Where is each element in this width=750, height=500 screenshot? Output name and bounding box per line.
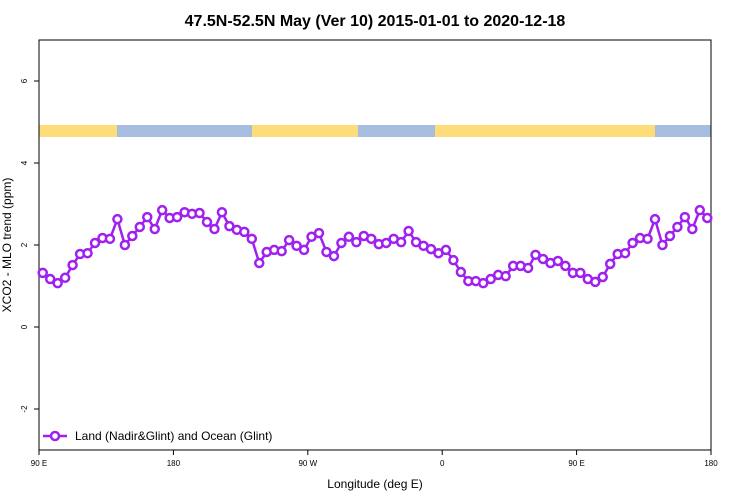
data-point [254, 257, 265, 269]
ocean-segment [117, 125, 252, 137]
land-segment [252, 125, 358, 137]
data-point [455, 266, 467, 278]
data-point [149, 223, 160, 235]
data-point [328, 250, 340, 262]
data-point [351, 236, 362, 248]
data-point [52, 277, 63, 289]
data-point [448, 254, 459, 266]
x-tick-label: 0 [440, 459, 445, 468]
data-point [530, 249, 541, 261]
x-tick-label: 90 E [31, 459, 47, 468]
data-point [560, 260, 571, 272]
data-point [425, 243, 437, 255]
data-point [694, 204, 706, 216]
data-point [321, 246, 332, 258]
x-tick-label: 180 [704, 459, 718, 468]
data-point [216, 206, 228, 218]
data-point [194, 207, 205, 219]
data-point [590, 276, 601, 288]
data-point [313, 227, 325, 239]
data-point [112, 213, 123, 225]
data-point [119, 239, 131, 251]
data-point [171, 211, 183, 223]
x-tick-label: 90 E [568, 459, 584, 468]
data-point [44, 273, 56, 285]
y-tick-label: 2 [20, 242, 29, 247]
data-point [89, 237, 101, 249]
data-point [672, 221, 683, 233]
data-point [343, 231, 355, 243]
data-point [500, 270, 511, 282]
y-tick-label: 0 [20, 324, 29, 329]
land-segment [435, 125, 655, 137]
data-point [403, 225, 414, 237]
data-point [657, 239, 668, 251]
data-point [37, 267, 48, 279]
chart-title: 47.5N-52.5N May (Ver 10) 2015-01-01 to 2… [185, 13, 566, 30]
x-axis-label: Longitude (deg E) [327, 477, 422, 491]
data-point [209, 223, 220, 235]
y-tick-label: 4 [20, 160, 29, 165]
data-point [627, 237, 638, 249]
data-point [276, 245, 287, 257]
data-point [156, 204, 168, 216]
data-point [485, 273, 496, 285]
data-point [604, 258, 616, 270]
ocean-segment [655, 125, 711, 137]
data-point [679, 211, 691, 223]
data-point [366, 233, 377, 245]
data-point [283, 234, 295, 246]
data-point [649, 213, 661, 225]
legend-marker [49, 430, 61, 442]
data-point [201, 216, 213, 228]
data-point [59, 272, 71, 284]
data-point [336, 237, 347, 249]
y-axis-label: XCO2 - MLO trend (ppm) [0, 178, 14, 313]
data-point [597, 271, 608, 283]
data-point [552, 255, 564, 267]
surface-band [39, 125, 711, 137]
data-point [395, 236, 407, 248]
y-tick-label: -2 [20, 405, 29, 413]
data-point [291, 240, 302, 252]
ocean-segment [358, 125, 435, 137]
data-point [687, 223, 698, 235]
data-point [575, 267, 586, 279]
data-point [246, 233, 258, 245]
data-point [134, 221, 146, 233]
data-point [82, 247, 93, 259]
data-point [522, 262, 534, 274]
data-point [298, 244, 310, 256]
data-point [619, 247, 631, 259]
data-point [702, 212, 713, 224]
data-point [478, 277, 489, 289]
data-point [104, 233, 116, 245]
data-point [642, 233, 653, 245]
x-tick-label: 180 [167, 459, 181, 468]
y-tick-label: 6 [20, 78, 29, 83]
land-segment [39, 125, 117, 137]
legend-label: Land (Nadir&Glint) and Ocean (Glint) [75, 429, 272, 443]
data-point [127, 230, 138, 242]
data-point [664, 230, 676, 242]
data-point [380, 237, 392, 249]
data-point [142, 211, 153, 223]
data-point [239, 226, 250, 238]
data-point [67, 259, 78, 271]
data-point [440, 244, 452, 256]
data-point [537, 253, 549, 265]
x-tick-label: 90 W [298, 459, 317, 468]
